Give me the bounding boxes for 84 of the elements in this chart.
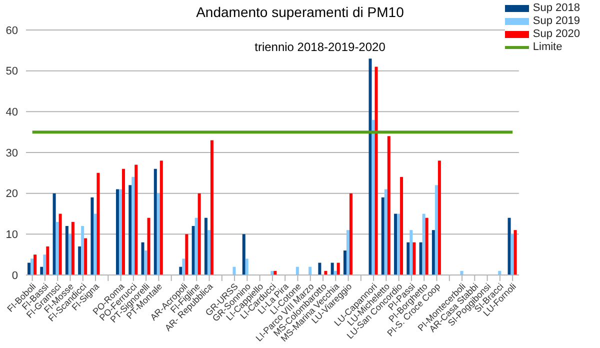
y-tick-label: 50	[6, 66, 18, 78]
bar	[58, 214, 62, 275]
bar	[432, 230, 435, 275]
bar	[245, 258, 248, 275]
bar	[56, 222, 59, 275]
bar	[194, 218, 198, 275]
bar	[308, 266, 312, 275]
bar	[81, 226, 84, 275]
bar	[182, 258, 186, 275]
bar	[52, 193, 56, 275]
bar	[330, 262, 334, 275]
bar	[40, 266, 44, 275]
bar	[96, 172, 100, 275]
bar	[94, 214, 97, 275]
chart-title: Andamento superamenti di PM10	[196, 4, 404, 20]
bar	[410, 230, 413, 275]
bar	[422, 214, 426, 275]
bar	[434, 185, 438, 275]
bar	[397, 214, 400, 275]
legend-label: Sup 2019	[532, 15, 580, 28]
bar	[368, 58, 372, 275]
bar	[65, 226, 68, 275]
bar	[198, 193, 201, 275]
bar	[510, 234, 514, 275]
bar	[122, 168, 125, 275]
bar	[394, 214, 398, 275]
bar	[68, 234, 72, 275]
bar	[141, 242, 144, 275]
bar	[372, 120, 375, 275]
bar	[132, 177, 135, 275]
bar	[419, 242, 422, 275]
bar	[90, 197, 94, 275]
bar	[71, 222, 74, 275]
bar	[514, 230, 517, 275]
bar	[242, 234, 246, 275]
bar	[185, 234, 188, 275]
legend-label: Sup 2018	[532, 2, 580, 15]
bar	[192, 226, 195, 275]
bar	[210, 140, 214, 275]
bar	[84, 238, 88, 275]
bar	[144, 250, 148, 275]
y-tick-label: 20	[6, 188, 18, 200]
bar	[34, 254, 37, 275]
bar	[28, 262, 31, 275]
y-tick-label: 10	[6, 229, 18, 242]
bar	[154, 168, 157, 275]
bar	[232, 266, 236, 275]
y-tick-label: 0	[12, 270, 18, 282]
bar	[400, 177, 404, 275]
bar	[318, 262, 322, 275]
bar	[438, 160, 441, 275]
bar	[118, 189, 122, 275]
bar	[425, 218, 428, 275]
bar	[349, 193, 352, 275]
bar	[384, 189, 388, 275]
text: triennio 2018-2019-2020	[254, 40, 386, 54]
bar	[46, 246, 50, 275]
bar	[43, 254, 46, 275]
bar	[147, 218, 150, 275]
bar	[508, 218, 511, 275]
bar	[346, 230, 350, 275]
bar	[412, 242, 416, 275]
bar	[204, 218, 208, 275]
bar	[296, 266, 299, 275]
bar	[179, 266, 182, 275]
bar	[116, 189, 119, 275]
bar	[156, 193, 160, 275]
bar	[374, 66, 378, 275]
bar	[128, 185, 132, 275]
bar	[387, 136, 390, 275]
bar	[30, 258, 34, 275]
bar	[207, 230, 210, 275]
bar	[343, 250, 346, 275]
bar	[336, 262, 340, 275]
bar	[160, 160, 163, 275]
y-tick-label: 60	[6, 24, 18, 37]
bar	[381, 197, 384, 275]
legend-label: Sup 2020	[532, 28, 580, 41]
bar	[406, 242, 410, 275]
legend-label: Limite	[532, 41, 562, 54]
bar	[134, 164, 138, 275]
bar	[78, 246, 82, 275]
y-tick-label: 30	[6, 147, 18, 160]
y-tick-label: 40	[6, 106, 18, 119]
